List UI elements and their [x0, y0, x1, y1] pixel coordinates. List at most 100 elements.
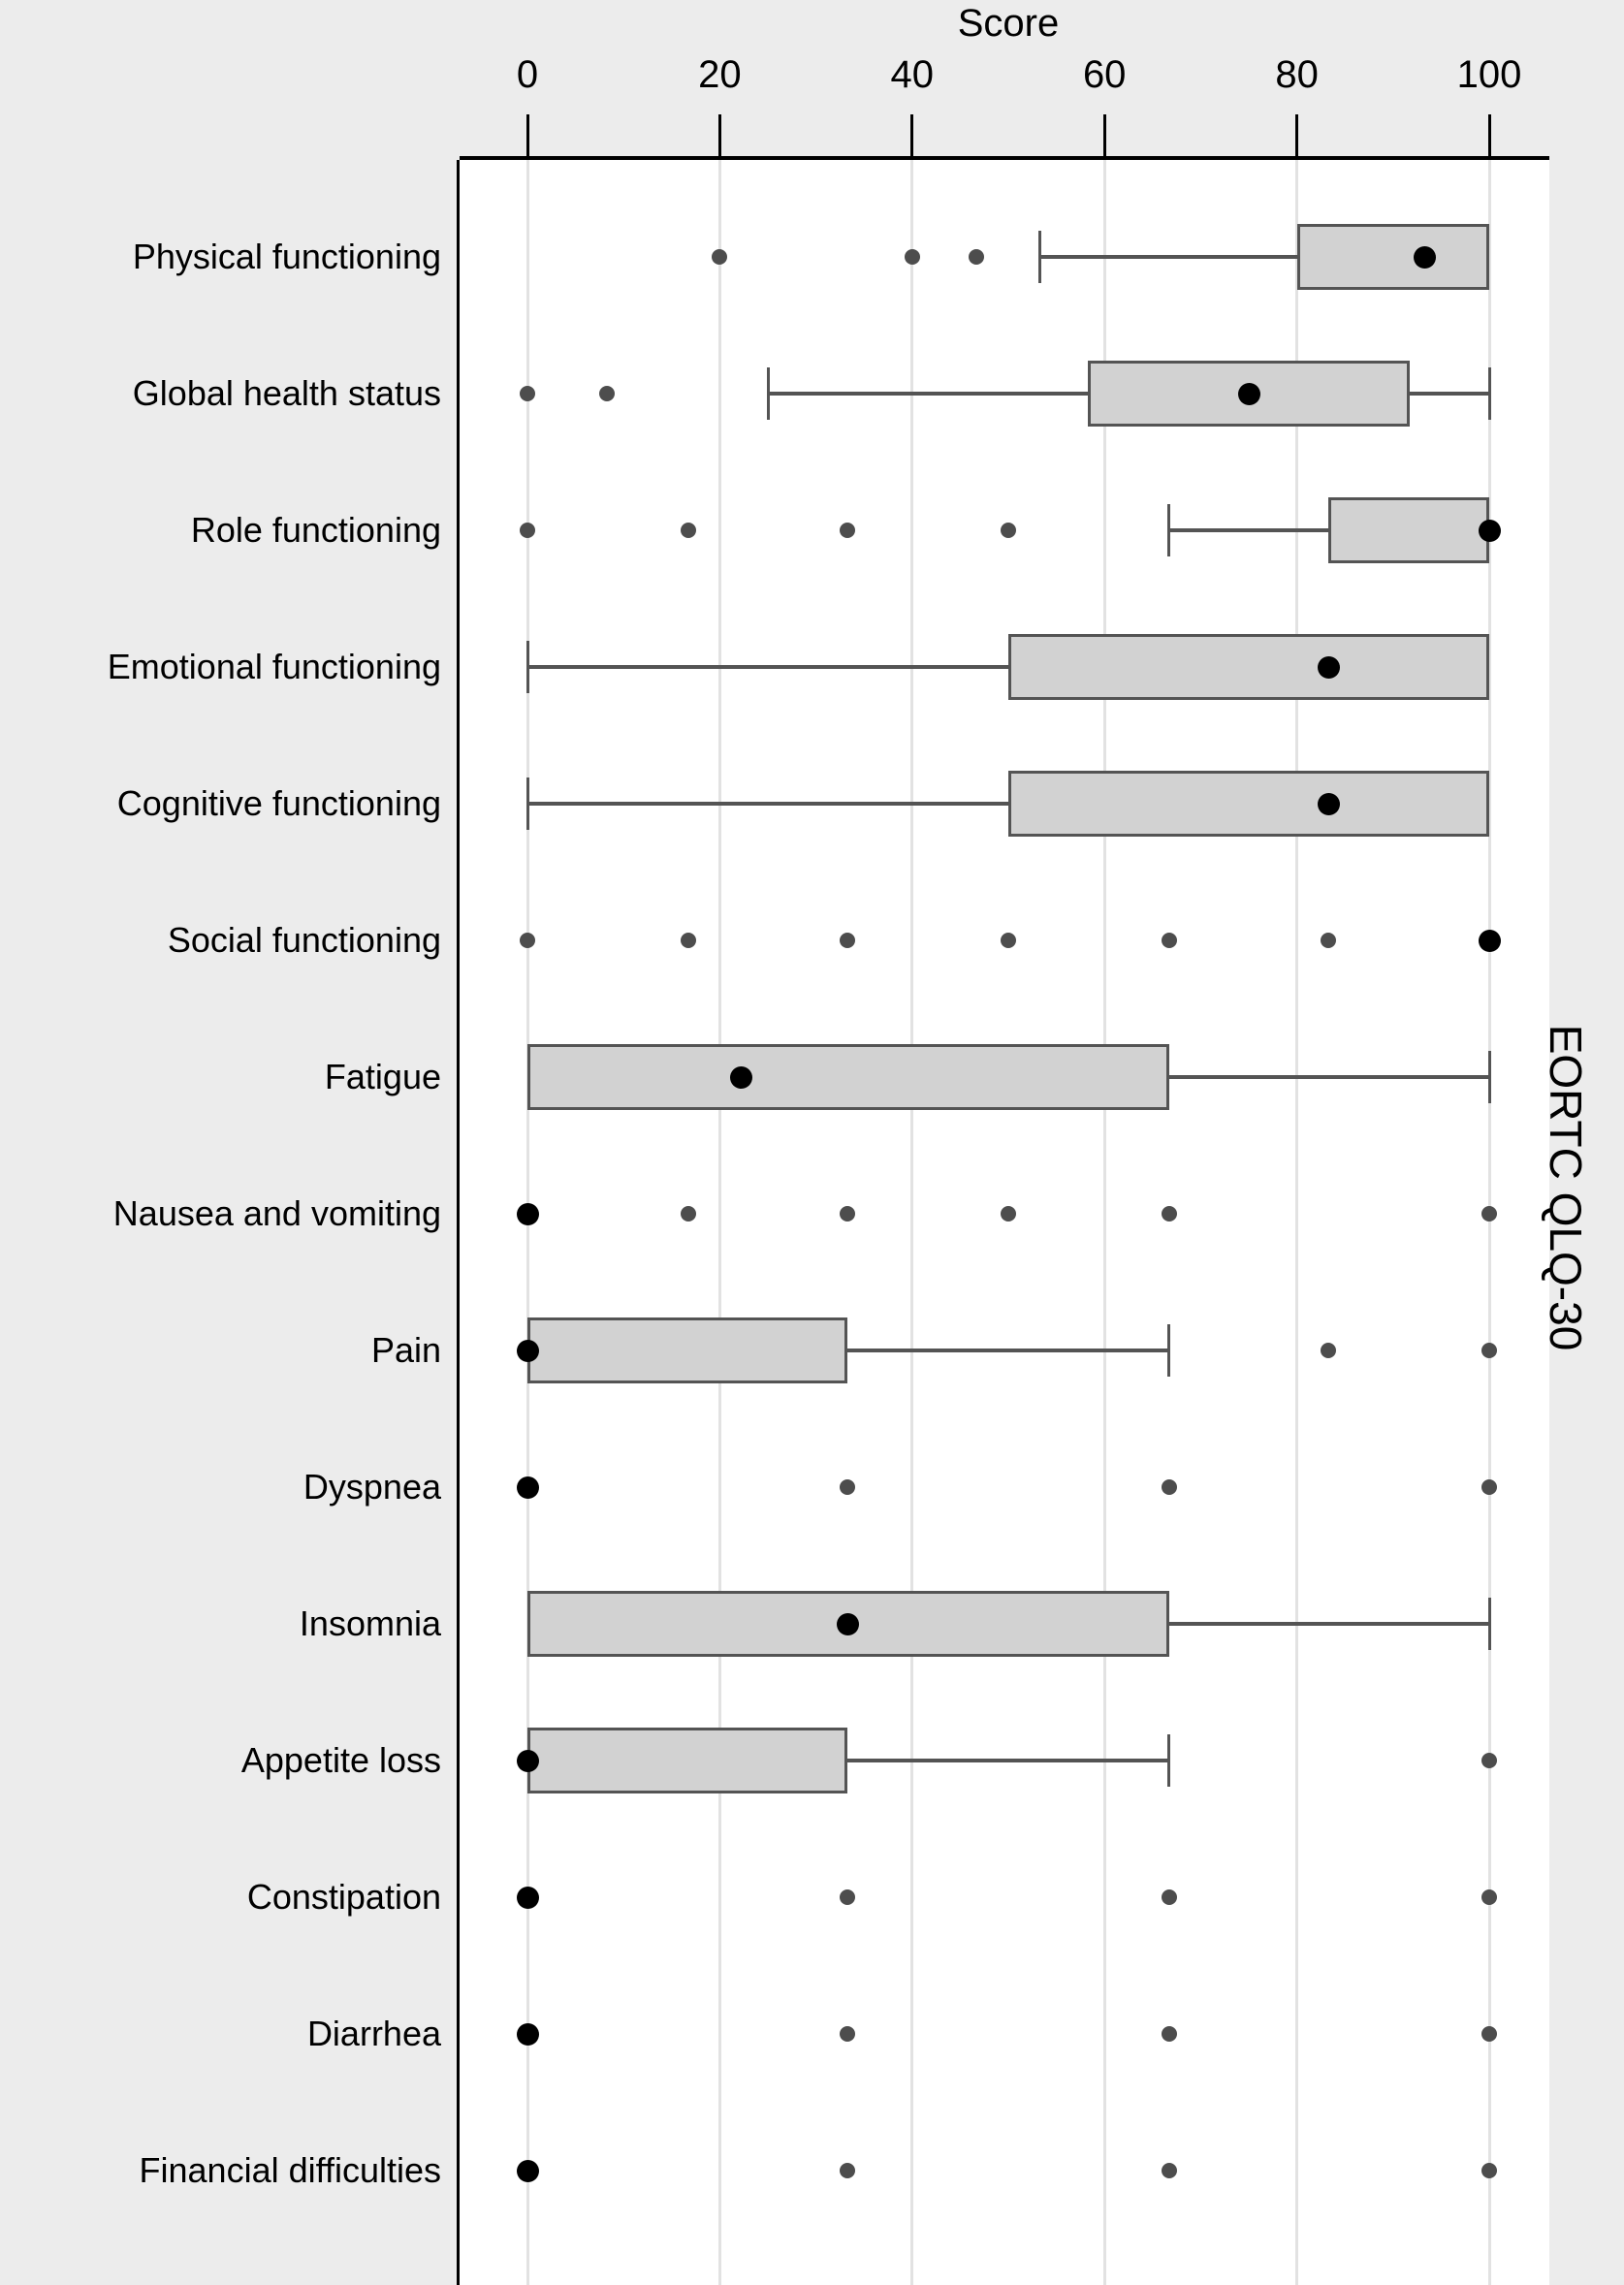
axis-tick — [717, 114, 721, 160]
outlier-dot — [1481, 2026, 1497, 2042]
whisker-cap — [525, 641, 529, 693]
box — [527, 1317, 848, 1383]
box — [1296, 224, 1489, 290]
grid-line — [1295, 160, 1299, 2285]
outlier-dot — [840, 933, 856, 948]
outlier-dot — [1321, 1343, 1337, 1358]
mean-dot — [516, 2022, 539, 2046]
axis-tick — [1102, 114, 1106, 160]
category-label: Social functioning — [167, 920, 441, 960]
outlier-dot — [969, 249, 985, 265]
tick-label: 80 — [1275, 53, 1319, 96]
outlier-dot — [712, 249, 728, 265]
outlier-dot — [1481, 1206, 1497, 1222]
whisker-line — [1168, 1075, 1489, 1079]
chart-title: Score — [957, 2, 1060, 45]
grid-line — [910, 160, 914, 2285]
whisker-line — [847, 1349, 1169, 1352]
outlier-dot — [1001, 523, 1016, 538]
category-label: Fatigue — [324, 1057, 441, 1096]
outlier-dot — [840, 1479, 856, 1495]
category-label: Global health status — [132, 373, 441, 413]
category-label: Insomnia — [299, 1603, 441, 1643]
whisker-line — [847, 1759, 1169, 1762]
mean-dot — [516, 1202, 539, 1225]
mean-dot — [516, 1339, 539, 1362]
category-label: Constipation — [246, 1877, 441, 1917]
mean-dot — [1317, 655, 1340, 679]
mean-dot — [1478, 929, 1501, 952]
outlier-dot — [680, 933, 696, 948]
mean-dot — [516, 1476, 539, 1499]
whisker-line — [768, 392, 1089, 396]
outlier-dot — [599, 386, 616, 401]
category-label: Appetite loss — [240, 1740, 441, 1780]
axis-tick — [910, 114, 914, 160]
tick-label: 0 — [516, 53, 539, 96]
grid-line — [1102, 160, 1106, 2285]
outlier-dot — [520, 386, 535, 401]
category-label: Diarrhea — [306, 2014, 441, 2053]
outlier-dot — [1481, 1889, 1497, 1905]
outlier-dot — [840, 523, 856, 538]
whisker-cap — [1167, 504, 1171, 556]
category-label: Emotional functioning — [107, 647, 441, 686]
mean-dot — [516, 2159, 539, 2182]
mean-dot — [1317, 792, 1340, 815]
mean-dot — [516, 1749, 539, 1772]
outlier-dot — [840, 1206, 856, 1222]
outlier-dot — [1161, 933, 1177, 948]
outlier-dot — [840, 2026, 856, 2042]
category-label: Role functioning — [190, 510, 441, 550]
y-axis-line — [457, 160, 460, 2285]
outlier-dot — [1161, 1206, 1177, 1222]
tick-label: 20 — [698, 53, 742, 96]
axis-tick — [1295, 114, 1299, 160]
outlier-dot — [680, 523, 696, 538]
outlier-dot — [520, 523, 535, 538]
outlier-dot — [840, 1889, 856, 1905]
category-label: Dyspnea — [303, 1467, 441, 1507]
axis-tick — [1487, 114, 1491, 160]
whisker-cap — [1167, 1324, 1171, 1377]
whisker-line — [1168, 1622, 1489, 1626]
mean-dot — [516, 1886, 539, 1909]
outlier-dot — [1321, 933, 1337, 948]
category-label: Nausea and vomiting — [112, 1193, 441, 1233]
whisker-cap — [766, 367, 770, 420]
mean-dot — [729, 1065, 752, 1089]
outlier-dot — [1481, 1343, 1497, 1358]
whisker-cap — [1487, 1598, 1491, 1650]
outlier-dot — [1161, 2026, 1177, 2042]
plot-area — [460, 160, 1549, 2285]
whisker-cap — [1487, 367, 1491, 420]
outlier-dot — [680, 1206, 696, 1222]
mean-dot — [836, 1612, 859, 1635]
outlier-dot — [1481, 2163, 1497, 2178]
mean-dot — [1478, 519, 1501, 542]
outlier-dot — [1001, 933, 1016, 948]
whisker-cap — [525, 778, 529, 830]
whisker-line — [1409, 392, 1489, 396]
outlier-dot — [1161, 1889, 1177, 1905]
mean-dot — [1414, 245, 1437, 269]
whisker-line — [1168, 528, 1329, 532]
outlier-dot — [1001, 1206, 1016, 1222]
whisker-cap — [1038, 231, 1042, 283]
outlier-dot — [1161, 2163, 1177, 2178]
whisker-line — [1039, 255, 1297, 259]
x-axis-line — [460, 156, 1549, 160]
box — [1328, 497, 1489, 563]
right-axis-label: EORTC QLQ-30 — [1541, 1024, 1591, 1351]
outlier-dot — [1161, 1479, 1177, 1495]
whisker-line — [527, 665, 1008, 669]
mean-dot — [1237, 382, 1260, 405]
whisker-cap — [1487, 1051, 1491, 1103]
tick-label: 60 — [1082, 53, 1127, 96]
box — [527, 1044, 1169, 1110]
tick-label: 100 — [1456, 53, 1522, 96]
category-label: Financial difficulties — [139, 2150, 441, 2190]
category-label: Pain — [370, 1330, 441, 1370]
outlier-dot — [1481, 1479, 1497, 1495]
